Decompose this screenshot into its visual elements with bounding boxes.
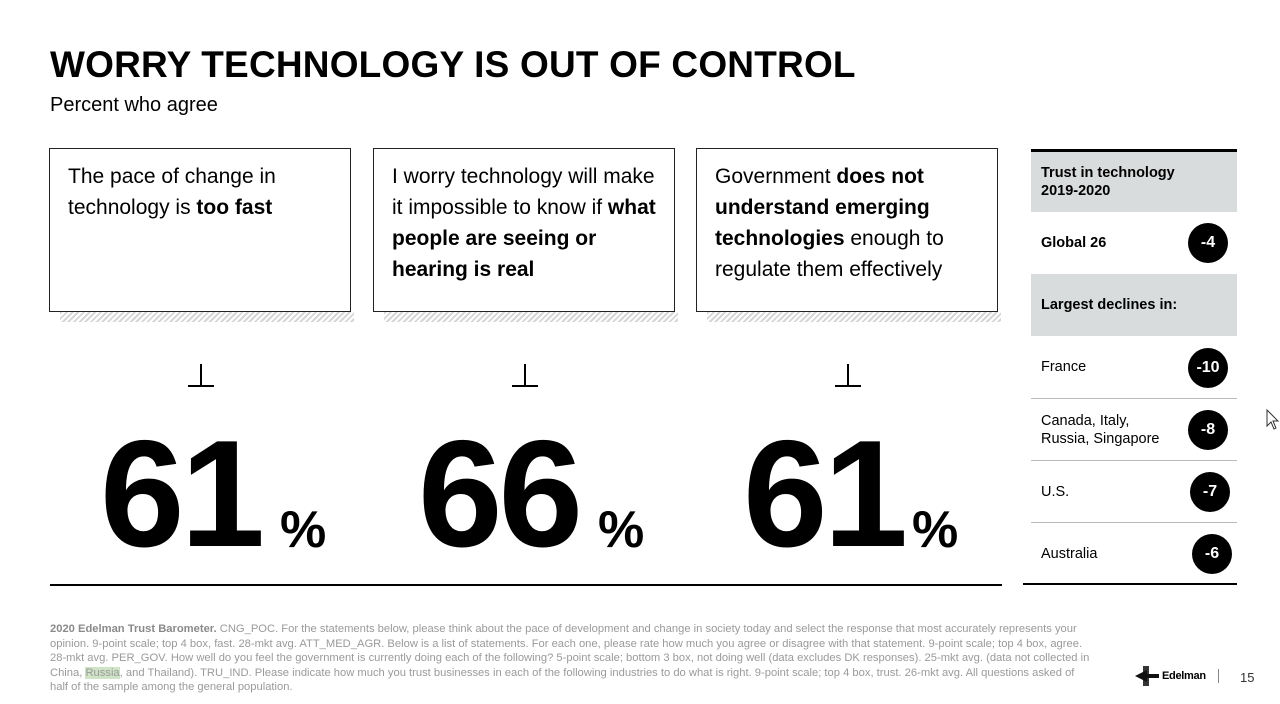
row-separator bbox=[1031, 522, 1237, 523]
sidebar-header-label: Trust in technology 2019-2020 bbox=[1041, 165, 1175, 199]
divider-line bbox=[50, 584, 1002, 586]
card-shadow bbox=[384, 312, 678, 322]
decline-label: France bbox=[1041, 359, 1087, 375]
sidebar-header: Trust in technology 2019-2020 bbox=[1031, 152, 1237, 212]
mouse-pointer-icon bbox=[1266, 409, 1280, 430]
decline-label: Australia bbox=[1041, 546, 1098, 562]
connector-icon bbox=[512, 364, 538, 388]
sidebar-top-rule bbox=[1031, 149, 1237, 152]
decline-value-badge: -7 bbox=[1190, 472, 1230, 512]
statement-text: enough to regulate them effectively bbox=[715, 227, 944, 281]
source-footnote: 2020 Edelman Trust Barometer. CNG_POC. F… bbox=[50, 622, 1095, 695]
stat-value-3: 61 bbox=[743, 409, 908, 579]
decline-row: France bbox=[1031, 336, 1237, 398]
edelman-logo-icon bbox=[1135, 666, 1159, 686]
stat-unit-3: % bbox=[912, 501, 959, 559]
footnote-text-end: , and Thailand). TRU_IND. Please indicat… bbox=[50, 666, 1075, 694]
statement-emphasis: what people are seeing or hearing is rea… bbox=[392, 196, 656, 281]
sidebar-global-row: Global 26 bbox=[1031, 212, 1237, 274]
statement-text: Government bbox=[715, 165, 837, 188]
card-shadow bbox=[707, 312, 1001, 322]
stat-unit-1: % bbox=[280, 501, 327, 559]
statement-card-2: I worry technology will make it impossib… bbox=[373, 148, 675, 312]
decline-label: U.S. bbox=[1041, 484, 1070, 500]
decline-row: Canada, Italy, Russia, Singapore bbox=[1031, 399, 1237, 461]
decline-row: U.S. bbox=[1031, 461, 1237, 523]
decline-row: Australia bbox=[1031, 523, 1237, 585]
decline-value-badge: -10 bbox=[1188, 348, 1228, 388]
statement-emphasis: does not understand emerging technologie… bbox=[715, 165, 930, 250]
statement-text: I worry technology will make it impossib… bbox=[392, 165, 655, 219]
footer-separator bbox=[1218, 669, 1219, 683]
stat-value-1: 61 bbox=[100, 409, 265, 579]
card-shadow bbox=[60, 312, 354, 322]
decline-value-badge: -8 bbox=[1188, 410, 1228, 450]
page-title: WORRY TECHNOLOGY IS OUT OF CONTROL bbox=[50, 44, 856, 85]
logo-text: Edelman bbox=[1162, 670, 1206, 682]
row-separator bbox=[1031, 460, 1237, 461]
statement-text: The pace of change in technology is bbox=[68, 165, 276, 219]
decline-value-badge: -6 bbox=[1192, 534, 1232, 574]
row-separator bbox=[1031, 398, 1237, 399]
stat-unit-2: % bbox=[598, 501, 645, 559]
declines-header: Largest declines in: bbox=[1031, 274, 1237, 336]
decline-label: Canada, Italy, Russia, Singapore bbox=[1041, 413, 1160, 447]
statement-emphasis: too fast bbox=[196, 196, 273, 219]
declines-header-label: Largest declines in: bbox=[1041, 297, 1178, 313]
page-number: 15 bbox=[1240, 670, 1255, 685]
statement-card-1: The pace of change in technology is too … bbox=[49, 148, 351, 312]
sidebar-bottom-rule bbox=[1023, 583, 1237, 585]
global-value-badge: -4 bbox=[1188, 223, 1228, 263]
connector-icon bbox=[835, 364, 861, 388]
global-label: Global 26 bbox=[1041, 235, 1107, 251]
footnote-lead: 2020 Edelman Trust Barometer. bbox=[50, 623, 217, 635]
statement-card-3: Government does not understand emerging … bbox=[696, 148, 998, 312]
stat-value-2: 66 bbox=[418, 409, 583, 579]
footnote-text: CNG_POC. For the statements below, pleas… bbox=[50, 623, 1090, 679]
footnote-highlight: Russia bbox=[85, 666, 120, 679]
connector-icon bbox=[188, 364, 214, 388]
page-subtitle: Percent who agree bbox=[50, 94, 218, 116]
